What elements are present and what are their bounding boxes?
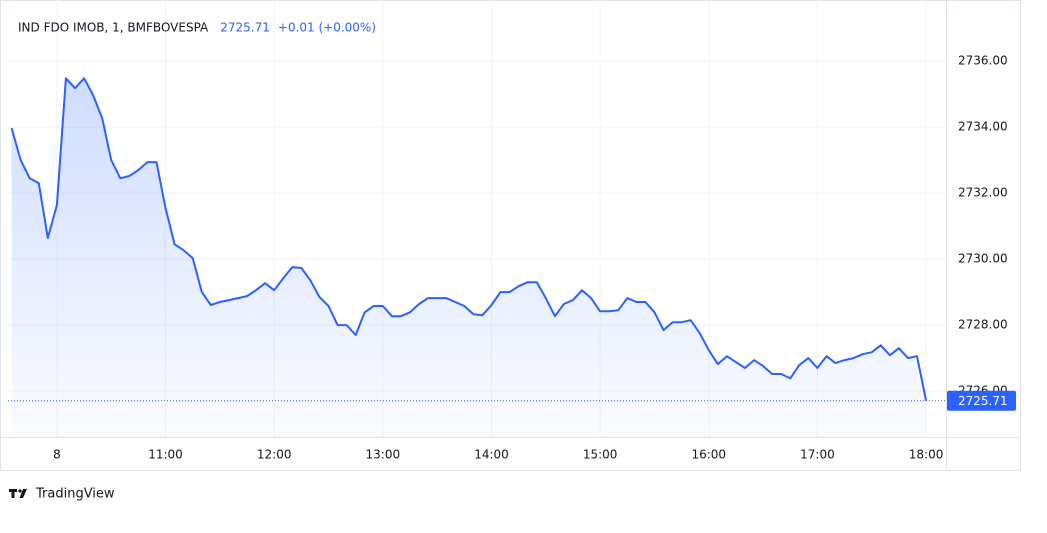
y-tick-label: 2730.00 xyxy=(958,252,1008,266)
brand-name: TradingView xyxy=(35,487,115,502)
symbol-title: IND FDO IMOB, 1, BMFBOVESPA xyxy=(18,21,209,35)
header-price: 2725.71 xyxy=(220,21,270,35)
x-tick-label: 17:00 xyxy=(800,448,835,462)
header-change: +0.01 (+0.00%) xyxy=(278,21,376,35)
y-tick-label: 2732.00 xyxy=(958,186,1008,200)
x-tick-label: 11:00 xyxy=(148,448,183,462)
y-tick-label: 2734.00 xyxy=(958,120,1008,134)
x-tick-label: 8 xyxy=(53,448,61,462)
y-tick-label: 2736.00 xyxy=(958,54,1008,68)
price-line xyxy=(10,77,928,401)
area xyxy=(11,78,927,438)
x-tick-label: 18:00 xyxy=(909,448,944,462)
x-tick-label: 15:00 xyxy=(583,448,618,462)
y-tick-label: 2728.00 xyxy=(958,318,1008,332)
brand-logo xyxy=(9,489,27,498)
x-tick-label: 13:00 xyxy=(366,448,401,462)
x-tick-label: 14:00 xyxy=(474,448,509,462)
last-price-tag xyxy=(947,390,1016,411)
last-price-label: 2725.71 xyxy=(958,394,1008,408)
x-tick-label: 12:00 xyxy=(257,448,292,462)
x-tick-label: 16:00 xyxy=(691,448,726,462)
